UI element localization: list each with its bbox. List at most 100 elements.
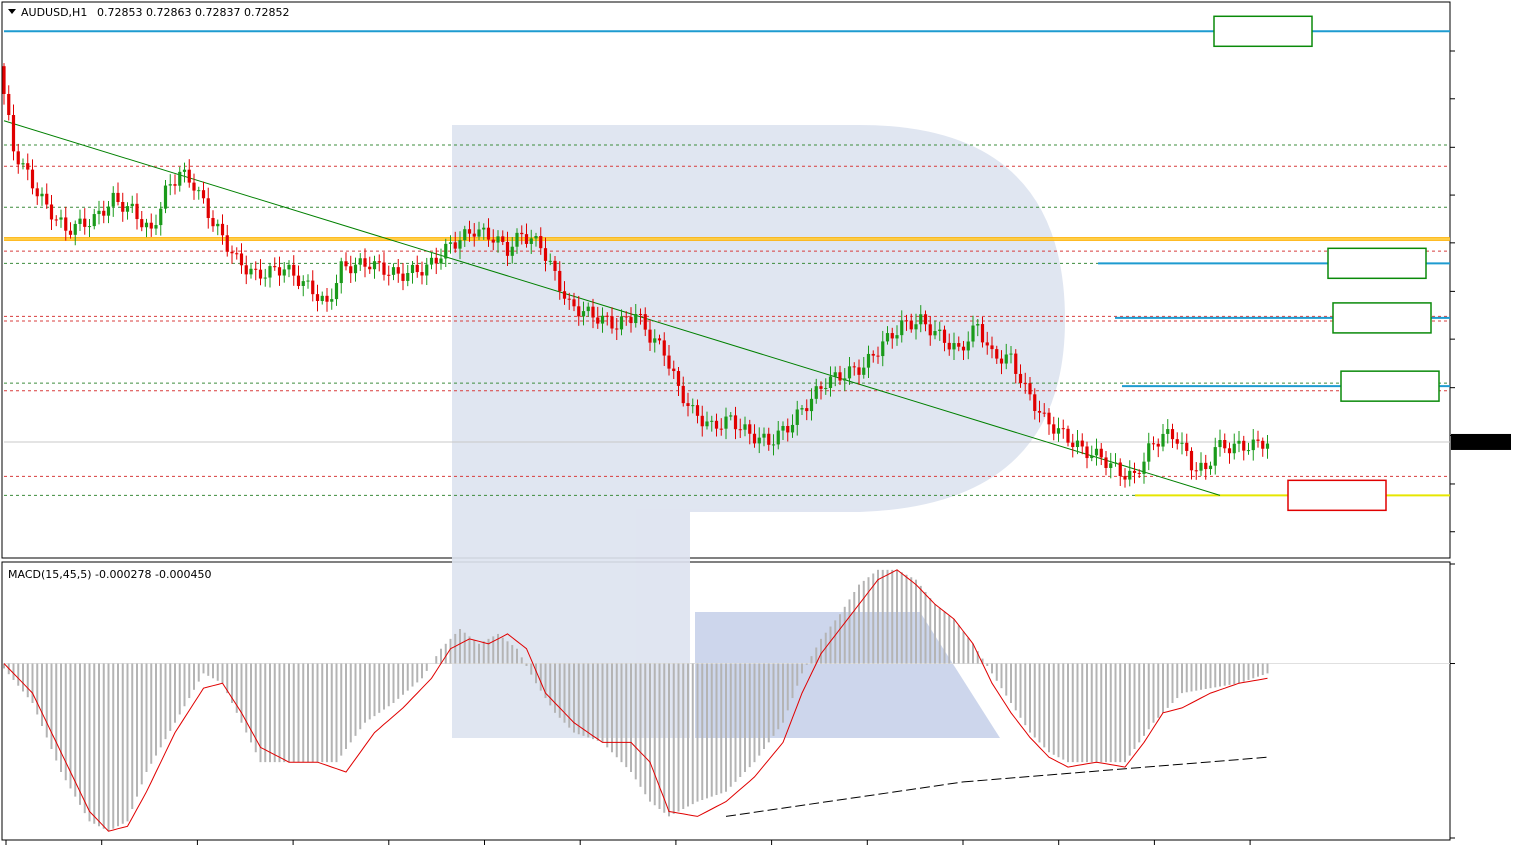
level-labels [1213, 15, 1440, 512]
candle [862, 357, 866, 379]
candle-body [263, 277, 267, 279]
candle [358, 253, 362, 271]
candle [667, 344, 671, 376]
candle [909, 313, 913, 333]
candle-body [976, 324, 980, 326]
candle-body [415, 264, 419, 273]
candle-body [748, 424, 752, 434]
candle-body [358, 258, 362, 265]
candle [824, 378, 828, 395]
candle-body [752, 433, 757, 444]
candle-body [249, 268, 253, 275]
candle-body [667, 355, 671, 369]
candle-body [377, 261, 381, 263]
candle-body [1009, 353, 1013, 355]
candle [534, 232, 538, 247]
candle [1213, 437, 1217, 475]
candle [273, 257, 277, 271]
candle [558, 261, 562, 300]
candle [444, 238, 448, 267]
candle-body [1170, 429, 1175, 440]
candle-body [2, 66, 6, 94]
candle [501, 230, 505, 246]
candle-body [1242, 440, 1246, 451]
candle [277, 256, 282, 286]
candle-body [529, 238, 533, 244]
candle-body [30, 169, 35, 189]
candle [116, 182, 120, 206]
candle-body [805, 408, 809, 412]
candle [401, 263, 405, 291]
candle [657, 334, 662, 345]
candle-body [947, 342, 951, 350]
candle-body [26, 163, 30, 170]
candle [230, 245, 234, 264]
candle-body [239, 253, 244, 266]
candle-body [558, 270, 562, 292]
candle-body [928, 324, 932, 336]
candle-body [847, 366, 852, 379]
candle [415, 255, 419, 278]
candle-body [1180, 442, 1184, 444]
candle-body [634, 314, 638, 324]
candle-body [653, 338, 657, 343]
candle [866, 345, 871, 379]
candle-body [87, 226, 92, 228]
candle [1071, 433, 1075, 458]
level-box [1327, 247, 1427, 280]
candle-body [201, 190, 206, 199]
candle [396, 259, 400, 283]
candle-body [914, 324, 918, 330]
candle-body [1090, 455, 1094, 459]
candle-body [467, 229, 472, 234]
candle-body [230, 251, 234, 254]
candle [1151, 436, 1156, 451]
candle-body [64, 217, 68, 231]
candle [743, 416, 747, 437]
candle-body [1246, 450, 1251, 452]
candle-body [116, 192, 120, 203]
candle-body [463, 229, 467, 241]
candle-body [852, 366, 856, 368]
candle-body [382, 262, 386, 275]
candle [1028, 377, 1032, 401]
candle [1242, 435, 1246, 461]
candle-body [501, 236, 505, 242]
candle-body [344, 261, 348, 267]
ohlc-values: 0.72853 0.72863 0.72837 0.72852 [97, 6, 289, 19]
candle-body [686, 403, 690, 407]
candle [781, 421, 785, 440]
candle-body [111, 192, 115, 207]
candle-body [1018, 373, 1023, 384]
candle-body [1156, 443, 1160, 447]
candle [1037, 400, 1042, 423]
candle [325, 288, 329, 312]
candle [491, 229, 495, 251]
candle [448, 235, 453, 254]
candle [577, 295, 581, 326]
candle [249, 264, 253, 279]
candle [16, 143, 20, 174]
candle-body [610, 316, 614, 329]
candle-body [619, 316, 624, 330]
candle-body [733, 415, 738, 430]
candle-body [1109, 463, 1113, 468]
candle [638, 308, 643, 325]
candle-body [144, 222, 149, 228]
candle-body [548, 260, 552, 262]
candle-body [486, 227, 491, 240]
candle-body [743, 424, 747, 430]
symbol-menu-icon[interactable] [8, 9, 16, 14]
candle [406, 264, 410, 287]
candle [7, 85, 11, 121]
candle-body [933, 331, 937, 336]
candle [710, 415, 714, 432]
candle-body [909, 320, 913, 330]
candle [353, 257, 358, 282]
candle [900, 310, 904, 343]
candle [1170, 423, 1175, 449]
candle [315, 284, 320, 312]
candle [890, 327, 894, 349]
candle [130, 195, 134, 214]
candle [216, 219, 220, 236]
